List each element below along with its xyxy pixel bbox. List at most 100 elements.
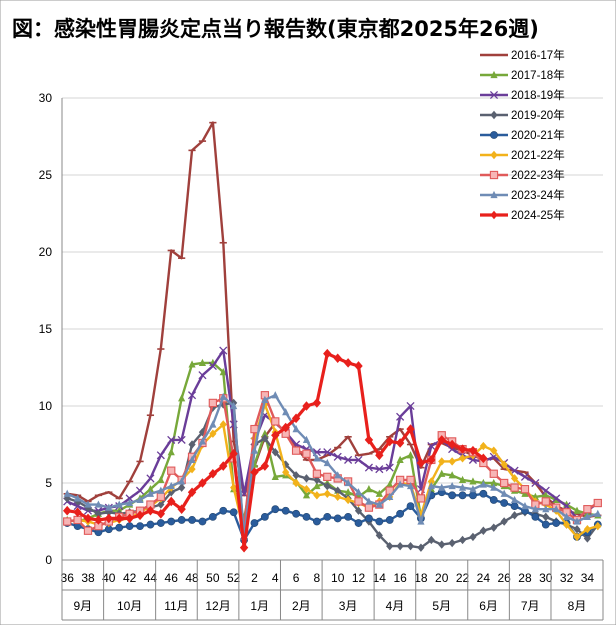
- month-label: 4月: [386, 599, 405, 613]
- data-point: [271, 448, 279, 457]
- data-point: [343, 358, 353, 368]
- series-2020-21年: [63, 488, 602, 544]
- data-point: [438, 469, 446, 477]
- data-point: [250, 467, 259, 478]
- data-point: [364, 463, 373, 472]
- data-point: [115, 513, 124, 524]
- data-point: [406, 541, 415, 551]
- data-point: [105, 503, 113, 511]
- data-point: [375, 500, 383, 508]
- x-tick-label: 6: [293, 571, 300, 585]
- x-tick-label: 36: [61, 571, 75, 585]
- data-point: [302, 449, 311, 458]
- data-point: [500, 478, 509, 488]
- data-point: [83, 526, 93, 535]
- data-point: [94, 515, 103, 525]
- data-point: [84, 500, 92, 508]
- data-point: [542, 505, 550, 513]
- data-point: [438, 483, 446, 491]
- x-tick-label: 16: [393, 571, 407, 585]
- data-point: [490, 523, 498, 532]
- x-tick-label: 52: [227, 571, 241, 585]
- y-tick-label: 30: [39, 91, 53, 105]
- series-layer: [63, 121, 602, 553]
- data-point: [146, 505, 155, 516]
- data-point: [250, 446, 259, 454]
- data-point: [239, 542, 249, 553]
- data-point: [344, 488, 352, 496]
- series-line: [67, 394, 599, 532]
- data-point: [490, 478, 498, 487]
- month-label: 8月: [568, 599, 587, 613]
- data-point: [562, 520, 571, 529]
- y-tick-label: 25: [39, 168, 53, 182]
- data-point: [74, 494, 82, 502]
- data-point: [406, 424, 415, 434]
- y-tick-label: 0: [45, 553, 52, 567]
- data-point: [364, 435, 374, 445]
- data-point: [63, 517, 72, 526]
- data-point: [448, 471, 456, 479]
- data-point: [271, 417, 280, 426]
- series-2023-24年: [63, 391, 602, 540]
- legend-item: 2023-24年: [480, 188, 565, 202]
- data-point: [541, 486, 550, 495]
- data-point: [333, 353, 342, 364]
- data-point: [573, 506, 581, 514]
- data-point: [302, 491, 311, 499]
- legend-item: 2022-23年: [480, 168, 565, 182]
- legend-item: 2020-21年: [480, 128, 565, 142]
- legend-label: 2023-24年: [511, 188, 565, 202]
- month-label: 11月: [164, 599, 188, 613]
- data-point: [510, 466, 519, 475]
- data-point: [594, 521, 602, 531]
- data-point: [125, 522, 134, 531]
- data-point: [573, 532, 581, 542]
- data-point: [135, 510, 145, 521]
- data-point: [230, 483, 238, 492]
- data-point: [302, 435, 311, 443]
- data-point: [271, 391, 279, 399]
- data-point: [333, 514, 342, 523]
- data-point: [458, 483, 467, 491]
- data-point: [427, 441, 436, 451]
- data-point: [271, 430, 280, 441]
- data-point: [323, 512, 332, 521]
- data-point: [188, 440, 196, 449]
- data-point: [490, 483, 498, 491]
- month-label: 7月: [521, 599, 540, 613]
- data-point: [468, 445, 478, 456]
- data-point: [323, 489, 331, 498]
- data-point: [417, 543, 425, 552]
- legend-item: 2024-25年: [480, 208, 565, 222]
- data-point: [271, 505, 280, 514]
- series-line: [66, 394, 599, 539]
- data-point: [385, 516, 394, 524]
- month-label: 10月: [117, 599, 142, 613]
- data-point: [167, 517, 176, 526]
- data-point: [583, 505, 592, 514]
- x-tick-label: 46: [165, 571, 179, 585]
- data-point: [489, 469, 498, 478]
- data-point: [167, 496, 176, 507]
- data-point: [115, 523, 124, 532]
- data-point: [261, 395, 269, 403]
- legend-item: 2021-22年: [480, 148, 565, 162]
- data-point: [354, 506, 363, 515]
- data-point: [323, 448, 332, 457]
- month-label: 2月: [292, 599, 311, 613]
- data-point: [458, 535, 467, 545]
- data-point: [520, 485, 530, 494]
- data-point: [427, 535, 435, 545]
- data-point: [94, 509, 103, 518]
- data-point: [188, 455, 196, 463]
- data-point: [479, 526, 487, 535]
- series-line: [67, 361, 598, 523]
- data-point: [333, 452, 342, 461]
- data-point: [313, 491, 321, 500]
- data-point: [302, 474, 311, 483]
- data-point: [178, 477, 186, 485]
- data-point: [323, 348, 332, 359]
- legend-item: 2016-17年: [480, 48, 565, 62]
- data-point: [136, 495, 144, 504]
